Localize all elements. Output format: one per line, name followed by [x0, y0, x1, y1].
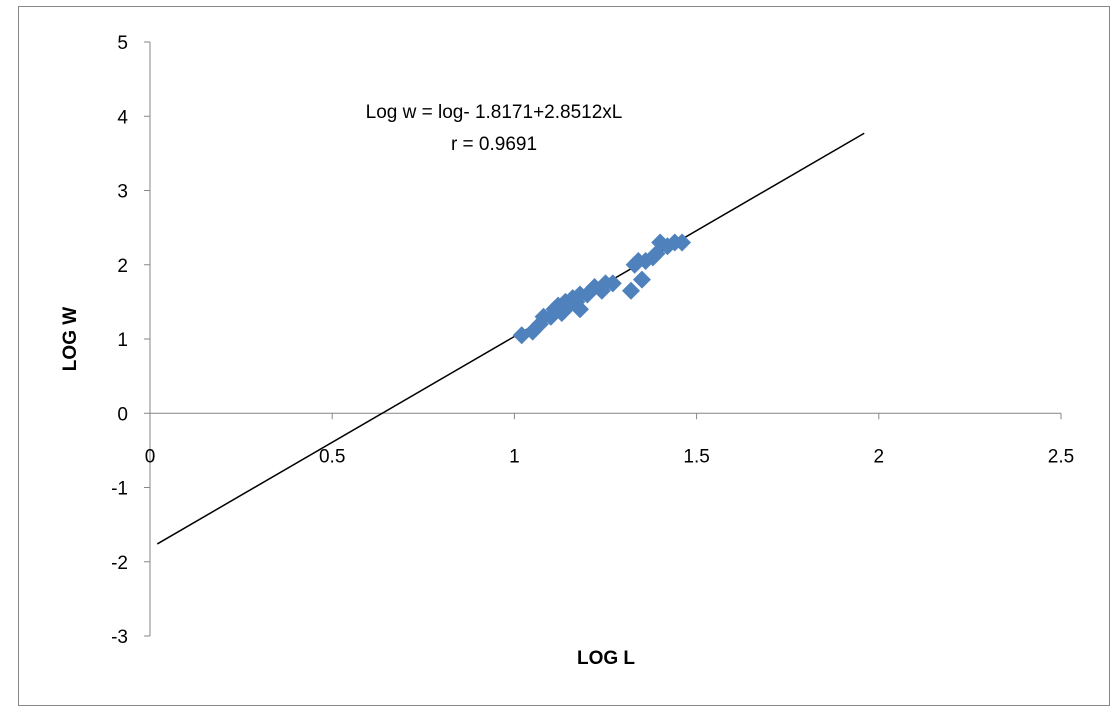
- axes: [144, 41, 1062, 637]
- x-tick-label: 2.5: [1048, 446, 1074, 467]
- data-points: [512, 233, 692, 345]
- y-tick-label: 3: [117, 182, 128, 203]
- y-tick-label: -3: [111, 627, 128, 648]
- trendline-group: [156, 132, 865, 545]
- x-tick-label: 1.5: [683, 446, 709, 467]
- y-tick-label: 4: [117, 107, 128, 128]
- data-point: [632, 270, 651, 289]
- regression-line: [156, 132, 865, 545]
- data-point: [673, 233, 692, 252]
- data-point: [570, 300, 589, 319]
- y-tick-label: 2: [117, 256, 128, 277]
- x-tick-label: 0: [145, 446, 156, 467]
- y-tick-label: -1: [111, 479, 128, 500]
- data-point: [603, 274, 622, 293]
- data-point: [622, 281, 641, 300]
- tick-labels: 5 4 3 2 1 0 -1 -2 -3 0 0.5 1 1.5 2 2.5: [111, 33, 1074, 648]
- annotation-equation: Log w = log- 1.8171+2.8512xL: [366, 102, 623, 123]
- x-tick-label: 2: [874, 446, 885, 467]
- x-tick-label: 0.5: [319, 446, 345, 467]
- chart-frame: [18, 6, 1110, 706]
- y-tick-label: 1: [117, 330, 128, 351]
- y-tick-label: 5: [117, 33, 128, 54]
- y-tick-label: 0: [117, 404, 128, 425]
- annotation-r: r = 0.9691: [451, 134, 537, 155]
- y-axis-title: LOG W: [60, 307, 81, 371]
- x-tick-label: 1: [509, 446, 520, 467]
- x-axis-title: LOG L: [577, 648, 635, 669]
- y-tick-label: -2: [111, 553, 128, 574]
